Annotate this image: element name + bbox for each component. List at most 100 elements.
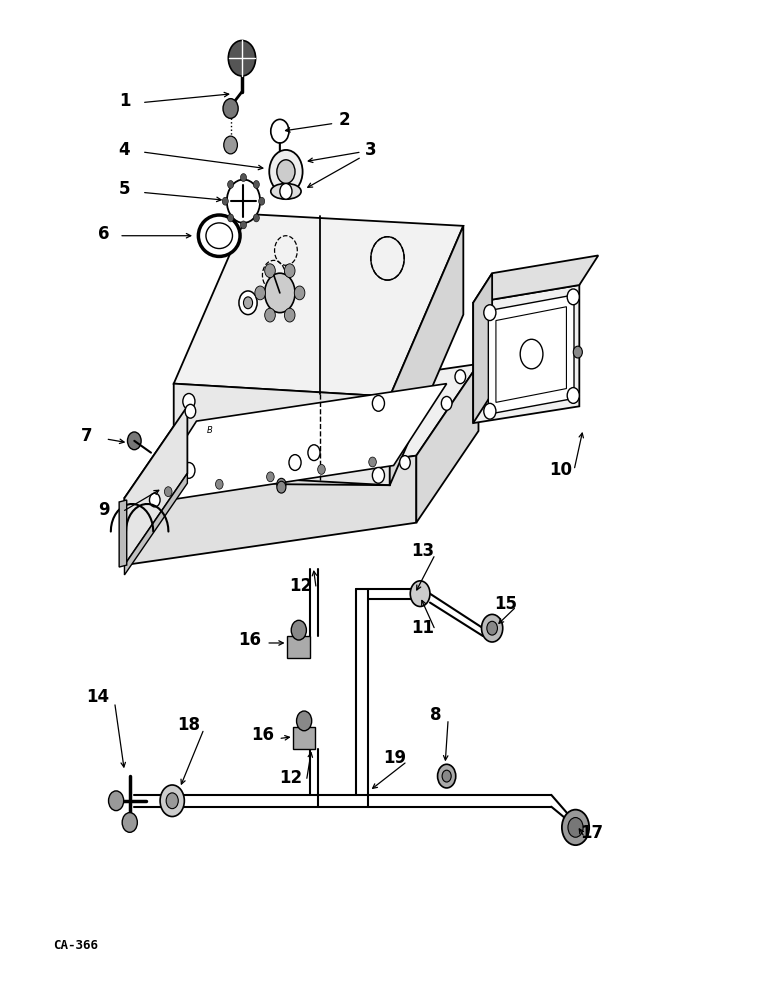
Circle shape: [574, 346, 582, 358]
Polygon shape: [473, 285, 579, 423]
Text: 13: 13: [411, 542, 434, 560]
Text: 16: 16: [252, 726, 275, 744]
Text: 14: 14: [86, 688, 110, 706]
Circle shape: [271, 119, 289, 143]
Circle shape: [482, 614, 503, 642]
Polygon shape: [174, 214, 463, 396]
Circle shape: [160, 785, 185, 817]
Circle shape: [372, 467, 384, 483]
Circle shape: [567, 289, 579, 305]
Text: 2: 2: [338, 111, 350, 129]
Polygon shape: [124, 473, 188, 575]
Circle shape: [442, 396, 452, 410]
Circle shape: [228, 214, 234, 222]
Text: 15: 15: [494, 595, 517, 613]
Text: 17: 17: [581, 824, 604, 842]
Circle shape: [296, 711, 312, 731]
Text: 10: 10: [549, 461, 572, 479]
Circle shape: [277, 160, 295, 183]
Circle shape: [438, 764, 455, 788]
Text: 18: 18: [178, 716, 201, 734]
Circle shape: [317, 464, 325, 474]
Circle shape: [265, 273, 295, 313]
Circle shape: [229, 40, 256, 76]
Circle shape: [253, 181, 259, 188]
Circle shape: [228, 181, 234, 188]
Circle shape: [277, 478, 286, 490]
Polygon shape: [144, 384, 447, 504]
Text: 8: 8: [429, 706, 441, 724]
Circle shape: [280, 183, 292, 199]
Polygon shape: [390, 226, 463, 485]
Circle shape: [308, 445, 320, 461]
Circle shape: [215, 479, 223, 489]
Polygon shape: [124, 364, 479, 498]
Text: B: B: [207, 426, 213, 435]
Polygon shape: [174, 384, 390, 485]
Circle shape: [568, 818, 583, 837]
Circle shape: [265, 308, 276, 322]
Circle shape: [183, 393, 195, 409]
Text: 3: 3: [365, 141, 377, 159]
Circle shape: [269, 150, 303, 193]
Text: 19: 19: [384, 749, 407, 767]
Circle shape: [166, 793, 178, 809]
Circle shape: [239, 291, 257, 315]
Text: 5: 5: [119, 180, 130, 198]
Polygon shape: [124, 406, 188, 565]
Circle shape: [372, 395, 384, 411]
Text: 4: 4: [119, 141, 130, 159]
Text: 11: 11: [411, 619, 434, 637]
Polygon shape: [473, 273, 492, 423]
Ellipse shape: [206, 223, 232, 249]
Circle shape: [567, 388, 579, 403]
Polygon shape: [496, 307, 567, 402]
Circle shape: [410, 581, 430, 606]
Text: CA-366: CA-366: [52, 939, 98, 952]
Circle shape: [240, 221, 246, 229]
Circle shape: [122, 813, 137, 832]
Text: 6: 6: [98, 225, 110, 243]
Polygon shape: [119, 500, 127, 567]
Text: 12: 12: [279, 769, 303, 787]
Circle shape: [265, 264, 276, 278]
Text: 16: 16: [238, 631, 261, 649]
Circle shape: [400, 456, 410, 469]
Polygon shape: [489, 295, 574, 414]
Polygon shape: [473, 255, 598, 303]
Circle shape: [284, 308, 295, 322]
Text: 1: 1: [119, 92, 130, 110]
Circle shape: [484, 403, 496, 419]
Circle shape: [150, 493, 160, 507]
Circle shape: [109, 791, 124, 811]
Circle shape: [284, 264, 295, 278]
Circle shape: [291, 620, 306, 640]
Circle shape: [259, 197, 265, 205]
Circle shape: [277, 481, 286, 493]
Circle shape: [164, 487, 172, 497]
Polygon shape: [416, 364, 479, 523]
Circle shape: [289, 455, 301, 470]
Text: 7: 7: [81, 427, 93, 445]
Circle shape: [183, 463, 195, 478]
Circle shape: [240, 174, 246, 181]
Circle shape: [255, 286, 266, 300]
Circle shape: [442, 770, 451, 782]
Circle shape: [487, 621, 497, 635]
Ellipse shape: [271, 183, 301, 199]
Text: 12: 12: [290, 577, 313, 595]
Circle shape: [222, 197, 229, 205]
Circle shape: [223, 99, 239, 118]
Circle shape: [294, 286, 305, 300]
Polygon shape: [124, 456, 416, 565]
Circle shape: [227, 180, 260, 223]
Ellipse shape: [198, 215, 240, 256]
Circle shape: [455, 370, 466, 384]
Text: 9: 9: [98, 501, 110, 519]
Circle shape: [369, 457, 376, 467]
Polygon shape: [287, 636, 310, 658]
Circle shape: [266, 472, 274, 482]
Circle shape: [484, 305, 496, 321]
Circle shape: [185, 404, 196, 418]
Circle shape: [127, 432, 141, 450]
